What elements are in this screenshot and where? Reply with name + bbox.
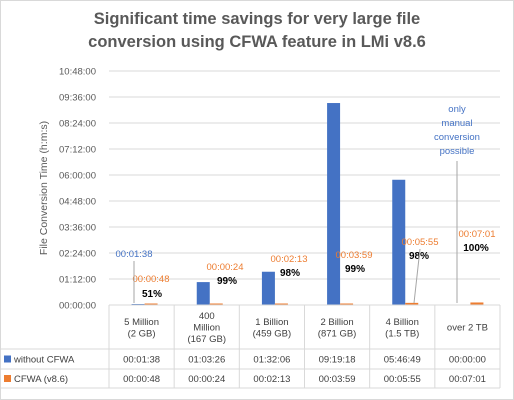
table-cell: 00:02:13 [253,374,290,385]
table-cell: 00:00:48 [123,374,160,385]
bar-cfwa [144,303,158,305]
category-label: (2 GB) [128,328,156,339]
legend-key [4,375,11,382]
y-tick-label: 04:48:00 [59,197,96,208]
category-label: 4 Billion [386,317,419,328]
bar-without-cfwa [261,271,275,305]
leader-line [413,248,421,304]
bar-cfwa [405,302,419,305]
bar-cfwa [209,303,223,305]
category-label: (1.5 TB) [385,328,419,339]
y-axis-label: File Conversion Time (h:m:s) [38,121,50,255]
y-tick-label: 02:24:00 [59,249,96,260]
category-label: 1 Billion [255,317,288,328]
data-label-cfwa: 00:00:48 [133,274,170,285]
y-tick-label: 08:24:00 [59,119,96,130]
note-label: conversion [434,132,480,143]
y-tick-label: 06:00:00 [59,171,96,182]
table-cell: 05:46:49 [384,355,421,366]
table-cell: 00:00:00 [449,355,486,366]
bar-without-cfwa [327,103,341,306]
bar-cfwa [470,302,484,305]
table-cell: 00:05:55 [384,374,421,385]
y-tick-label: 10:48:00 [59,67,96,78]
y-tick-label: 07:12:00 [59,145,96,156]
chart-title-line-2: conversion using CFWA feature in LMi v8.… [88,33,426,51]
bar-without-cfwa [196,282,210,305]
note-label: possible [440,146,475,157]
table-cell: 00:03:59 [319,374,356,385]
table-cell: 01:03:26 [188,355,225,366]
category-label: 2 Billion [320,317,353,328]
data-label-without-cfwa: 00:01:38 [116,249,153,260]
legend-label: CFWA (v8.6) [14,374,68,385]
savings-percent-label: 98% [280,268,300,279]
note-label: manual [441,118,472,129]
chart-title-line-1: Significant time savings for very large … [93,10,421,28]
table-cell: 01:32:06 [253,355,290,366]
y-tick-label: 00:00:00 [59,301,96,312]
data-label-cfwa: 00:05:55 [402,237,439,248]
note-label: only [448,104,466,115]
savings-percent-label: 51% [142,289,162,300]
y-tick-label: 09:36:00 [59,93,96,104]
legend-label: without CFWA [13,355,75,366]
bar-cfwa [274,303,288,305]
category-label: 5 Million [124,317,159,328]
legend-key [4,355,11,363]
table-cell: 00:01:38 [123,355,160,366]
category-label: (167 GB) [187,334,226,345]
category-label: 400 [199,311,215,322]
table-cell: 00:00:24 [188,374,225,385]
category-label: (459 GB) [253,328,292,339]
category-label: over 2 TB [447,323,488,334]
data-label-cfwa: 00:07:01 [459,229,496,240]
savings-percent-label: 100% [463,243,489,254]
y-tick-label: 01:12:00 [59,275,96,286]
table-cell: 00:07:01 [449,374,486,385]
data-label-cfwa: 00:00:24 [207,262,244,273]
table-cell: 09:19:18 [319,355,356,366]
data-label-cfwa: 00:03:59 [336,250,373,261]
savings-percent-label: 99% [345,264,365,275]
bar-without-cfwa [392,179,406,305]
category-label: (871 GB) [318,328,357,339]
category-label: Million [193,323,220,334]
data-label-cfwa: 00:02:13 [271,254,308,265]
bar-cfwa [340,303,354,305]
y-tick-label: 03:36:00 [59,223,96,234]
savings-percent-label: 99% [217,276,237,287]
